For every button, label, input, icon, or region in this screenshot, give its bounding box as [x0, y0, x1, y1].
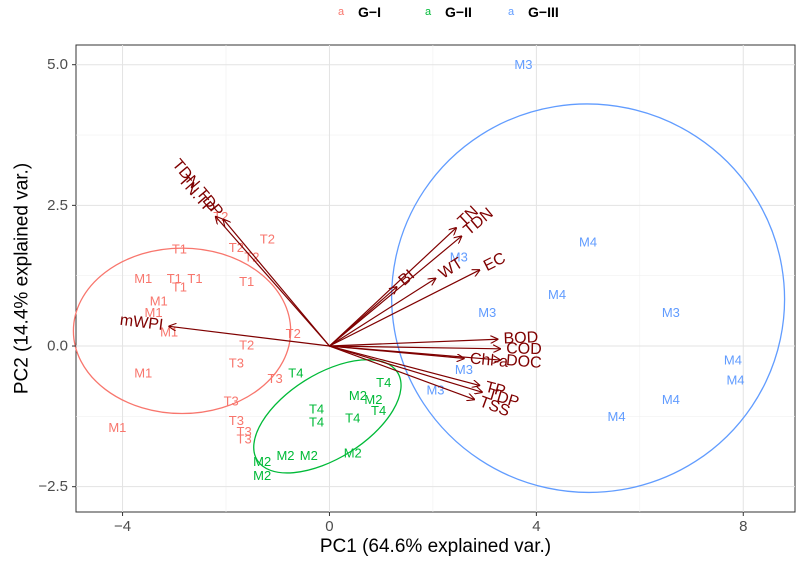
loading-arrow — [329, 270, 479, 347]
score-point-label: M4 — [548, 287, 566, 302]
loading-arrow — [329, 339, 497, 347]
loading-label: TP — [483, 379, 507, 401]
score-point-label: M4 — [608, 409, 626, 424]
score-point-label: T3 — [229, 355, 244, 370]
x-tick-label: 4 — [532, 518, 540, 535]
score-point-label: M2 — [349, 388, 367, 403]
group-ellipse — [72, 247, 292, 415]
score-point-label: M4 — [662, 392, 680, 407]
score-point-label: M3 — [514, 57, 532, 72]
loading-label: COD — [506, 340, 542, 358]
score-point-label: M2 — [276, 448, 294, 463]
loading-arrow — [329, 345, 463, 358]
score-point-label: T1 — [172, 279, 187, 294]
loading-arrow — [223, 219, 330, 347]
loading-arrow — [216, 217, 330, 347]
score-point-label: T4 — [309, 402, 324, 417]
score-point-label: M1 — [150, 294, 168, 309]
score-point-label: T4 — [309, 414, 324, 429]
group-ellipse — [390, 103, 786, 494]
loading-arrow — [329, 236, 461, 347]
legend-key: a — [508, 6, 515, 18]
loading-arrow — [329, 345, 482, 392]
grid — [76, 45, 795, 512]
legend-label: G−II — [445, 4, 472, 20]
score-point-label: M3 — [455, 362, 473, 377]
x-tick-label: 0 — [325, 518, 333, 535]
score-point-label: T3 — [229, 413, 244, 428]
legend-key: a — [425, 6, 432, 18]
y-tick-label: 2.5 — [47, 197, 68, 214]
score-point-label: T4 — [288, 366, 303, 381]
y-tick-label: −2.5 — [38, 478, 68, 495]
loading-arrow — [329, 345, 474, 399]
loading-label: mWPI — [119, 312, 164, 334]
loading-label: Chl-a — [469, 350, 509, 370]
score-point-label: M2 — [344, 445, 362, 460]
loading-label: DOC — [505, 352, 542, 372]
y-tick-label: 5.0 — [47, 56, 68, 73]
score-point-label: T1 — [167, 271, 182, 286]
score-point-label: M2 — [364, 392, 382, 407]
x-axis-title: PC1 (64.6% explained var.) — [320, 536, 551, 557]
score-points: T2T2T2T2T1T1T1T1T1M1M1M1M1M1M1T2T2T3T3T3… — [108, 57, 744, 483]
legend-item: a G−I — [338, 4, 381, 20]
score-point-label: T4 — [376, 375, 391, 390]
legend-item: a G−III — [508, 4, 559, 20]
score-point-label: T4 — [371, 403, 386, 418]
score-point-label: M1 — [134, 366, 152, 381]
score-point-label: M3 — [426, 382, 444, 397]
loading-arrow — [329, 346, 500, 349]
score-point-label: T3 — [268, 371, 283, 386]
score-point-label: M3 — [450, 250, 468, 265]
score-point-label: T3 — [237, 424, 252, 439]
score-point-label: T1 — [172, 242, 187, 257]
loading-label: BOD — [503, 329, 538, 347]
score-point-label: M2 — [253, 468, 271, 483]
score-point-label: T4 — [345, 411, 360, 426]
legend-label: G−III — [528, 4, 559, 20]
loading-arrow — [329, 228, 456, 347]
score-point-label: T2 — [260, 232, 275, 247]
score-point-label: T1 — [187, 271, 202, 286]
x-tick-label: −4 — [114, 518, 131, 535]
score-point-label: M3 — [662, 305, 680, 320]
score-point-label: M2 — [300, 448, 318, 463]
score-point-label: T1 — [239, 274, 254, 289]
legend-label: G−I — [358, 4, 381, 20]
legend-item: a G−II — [425, 4, 472, 20]
score-point-label: M1 — [145, 305, 163, 320]
legend: a G−I a G−II a G−III — [338, 4, 559, 20]
score-point-label: M4 — [724, 353, 742, 368]
score-point-label: T2 — [286, 326, 301, 341]
score-point-label: M2 — [253, 454, 271, 469]
score-point-label: M1 — [134, 271, 152, 286]
y-axis-title: PC2 (14.4% explained var.) — [12, 163, 33, 394]
axes: −4 0 4 8 −2.5 0.0 2.5 5.0 — [38, 56, 747, 535]
score-point-label: T2 — [239, 337, 254, 352]
score-point-label: M1 — [108, 420, 126, 435]
loading-arrow — [329, 279, 435, 347]
score-point-label: T3 — [237, 431, 252, 446]
y-tick-label: 0.0 — [47, 338, 68, 355]
score-point-label: M4 — [579, 234, 597, 249]
group-ellipses — [72, 103, 786, 494]
legend-key: a — [338, 6, 345, 18]
x-tick-label: 8 — [739, 518, 747, 535]
group-ellipse — [253, 359, 402, 474]
score-point-label: M4 — [726, 372, 744, 387]
loading-arrow — [169, 326, 330, 347]
score-point-label: T3 — [224, 394, 239, 409]
score-point-label: M3 — [478, 305, 496, 320]
loading-arrow — [329, 345, 479, 385]
score-point-label: T2 — [229, 240, 244, 255]
